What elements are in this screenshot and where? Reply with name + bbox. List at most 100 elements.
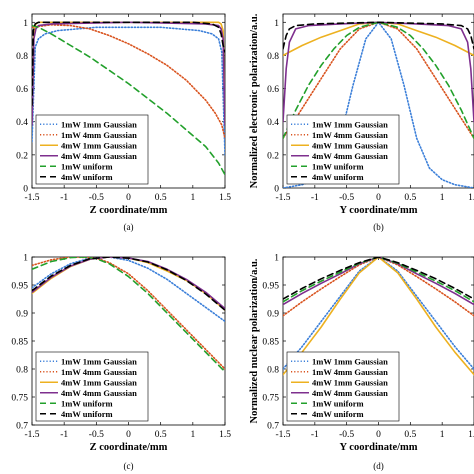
x-axis-label: Y coordinate/mm: [339, 442, 417, 453]
y-tick-label: 0.7: [267, 422, 279, 432]
legend-label: 4mW 4mm Gaussian: [61, 151, 137, 161]
series-line-5: [32, 257, 225, 312]
y-tick-label: 1: [23, 254, 28, 264]
legend-label: 1mW 1mm Gaussian: [61, 356, 137, 366]
series-line-4: [32, 257, 225, 373]
y-tick-label: 1: [23, 19, 28, 29]
series-line-3: [283, 257, 474, 306]
legend-label: 1mW 1mm Gaussian: [312, 119, 388, 129]
y-tick-label: 1: [274, 254, 279, 264]
legend-label: 1mW 4mm Gaussian: [312, 367, 388, 377]
x-tick-label: -0.5: [339, 193, 354, 203]
y-axis-label: Normalized electronic polarization/a.u.: [249, 13, 260, 188]
x-axis-label: Y coordinate/mm: [339, 205, 417, 216]
x-tick-label: -0.5: [339, 430, 354, 440]
panel-caption: (c): [124, 461, 134, 471]
y-tick-label: 0.8: [16, 52, 28, 62]
panel-caption: (a): [124, 222, 134, 232]
x-tick-label: 1.5: [219, 430, 231, 440]
y-tick-label: 0.85: [11, 338, 28, 348]
x-tick-label: 0.5: [404, 430, 416, 440]
legend-label: 4mW 1mm Gaussian: [61, 140, 137, 150]
x-tick-label: 1.5: [468, 193, 474, 203]
y-tick-label: 0.6: [16, 85, 28, 95]
x-tick-label: 1: [440, 430, 445, 440]
y-tick-label: 0.7: [16, 422, 28, 432]
y-tick-label: 0.75: [11, 394, 28, 404]
x-tick-label: -1: [60, 430, 68, 440]
series-line-0: [32, 257, 225, 323]
y-tick-label: 0.95: [11, 282, 28, 292]
legend-label: 1mW 1mm Gaussian: [61, 119, 137, 129]
series-group: [32, 257, 225, 373]
panel-caption: (d): [373, 461, 384, 471]
x-tick-label: 0: [126, 193, 131, 203]
series-group: [32, 21, 225, 176]
y-tick-label: 0.2: [16, 151, 28, 161]
series-line-2: [283, 257, 474, 376]
legend-box: [286, 351, 400, 422]
series-line-0: [283, 257, 474, 370]
legend-label: 4mW uniform: [312, 409, 364, 419]
y-tick-label: 1: [274, 19, 279, 29]
y-tick-label: 0: [23, 185, 28, 195]
x-tick-label: -1: [311, 430, 319, 440]
panel-caption: (b): [373, 222, 384, 232]
series-group: [283, 257, 474, 376]
series-line-5: [283, 257, 474, 300]
x-tick-label: 1: [440, 193, 445, 203]
x-tick-label: 1: [190, 430, 195, 440]
legend-label: 1mW 4mm Gaussian: [61, 130, 137, 140]
series-line-1: [32, 257, 225, 370]
series-line-2: [32, 21, 225, 123]
y-tick-label: 0.6: [267, 85, 279, 95]
legend-label: 1mW 4mm Gaussian: [312, 130, 388, 140]
x-tick-label: -1.5: [24, 193, 39, 203]
legend-label: 1mW uniform: [61, 398, 113, 408]
x-tick-label: 1.5: [468, 430, 474, 440]
x-axis-label: Z coordinate/mm: [90, 205, 168, 216]
x-axis-label: Z coordinate/mm: [90, 442, 168, 453]
legend-label: 1mW uniform: [61, 161, 113, 171]
x-tick-label: -1: [311, 193, 319, 203]
y-tick-label: 0.2: [267, 151, 279, 161]
x-tick-label: 0.5: [155, 193, 167, 203]
legend-box: [35, 351, 149, 422]
series-line-4: [283, 257, 474, 303]
series-line-0: [32, 26, 225, 156]
y-tick-label: 0.9: [16, 310, 28, 320]
y-tick-label: 0.75: [262, 394, 279, 404]
y-tick-label: 0.95: [262, 282, 279, 292]
legend-label: 4mW 1mm Gaussian: [312, 140, 388, 150]
legend-label: 4mW 1mm Gaussian: [312, 377, 388, 387]
series-line-1: [32, 23, 225, 140]
y-axis-label: Normalized nuclear polarization/a.u.: [249, 258, 260, 423]
y-tick-label: 0.4: [267, 118, 279, 128]
legend-label: 1mW 4mm Gaussian: [61, 367, 137, 377]
x-tick-label: -0.5: [89, 430, 104, 440]
series-line-3: [32, 21, 225, 126]
legend-label: 4mW 4mm Gaussian: [61, 388, 137, 398]
legend-label: 4mW uniform: [61, 172, 113, 182]
series-line-2: [283, 21, 474, 57]
x-tick-label: -0.5: [89, 193, 104, 203]
series-line-1: [283, 257, 474, 317]
legend-label: 4mW uniform: [61, 409, 113, 419]
y-tick-label: 0.8: [16, 366, 28, 376]
series-line-4: [32, 24, 225, 176]
x-tick-label: -1.5: [24, 430, 39, 440]
legend-label: 4mW 1mm Gaussian: [61, 377, 137, 387]
y-tick-label: 0.8: [267, 52, 279, 62]
series-line-3: [283, 21, 474, 123]
x-tick-label: 1: [190, 193, 195, 203]
x-tick-label: -1.5: [275, 193, 290, 203]
legend-label: 4mW 4mm Gaussian: [312, 388, 388, 398]
x-tick-label: -1.5: [275, 430, 290, 440]
x-tick-label: 0: [376, 430, 381, 440]
legend-label: 1mW uniform: [312, 161, 364, 171]
x-tick-label: 0.5: [404, 193, 416, 203]
